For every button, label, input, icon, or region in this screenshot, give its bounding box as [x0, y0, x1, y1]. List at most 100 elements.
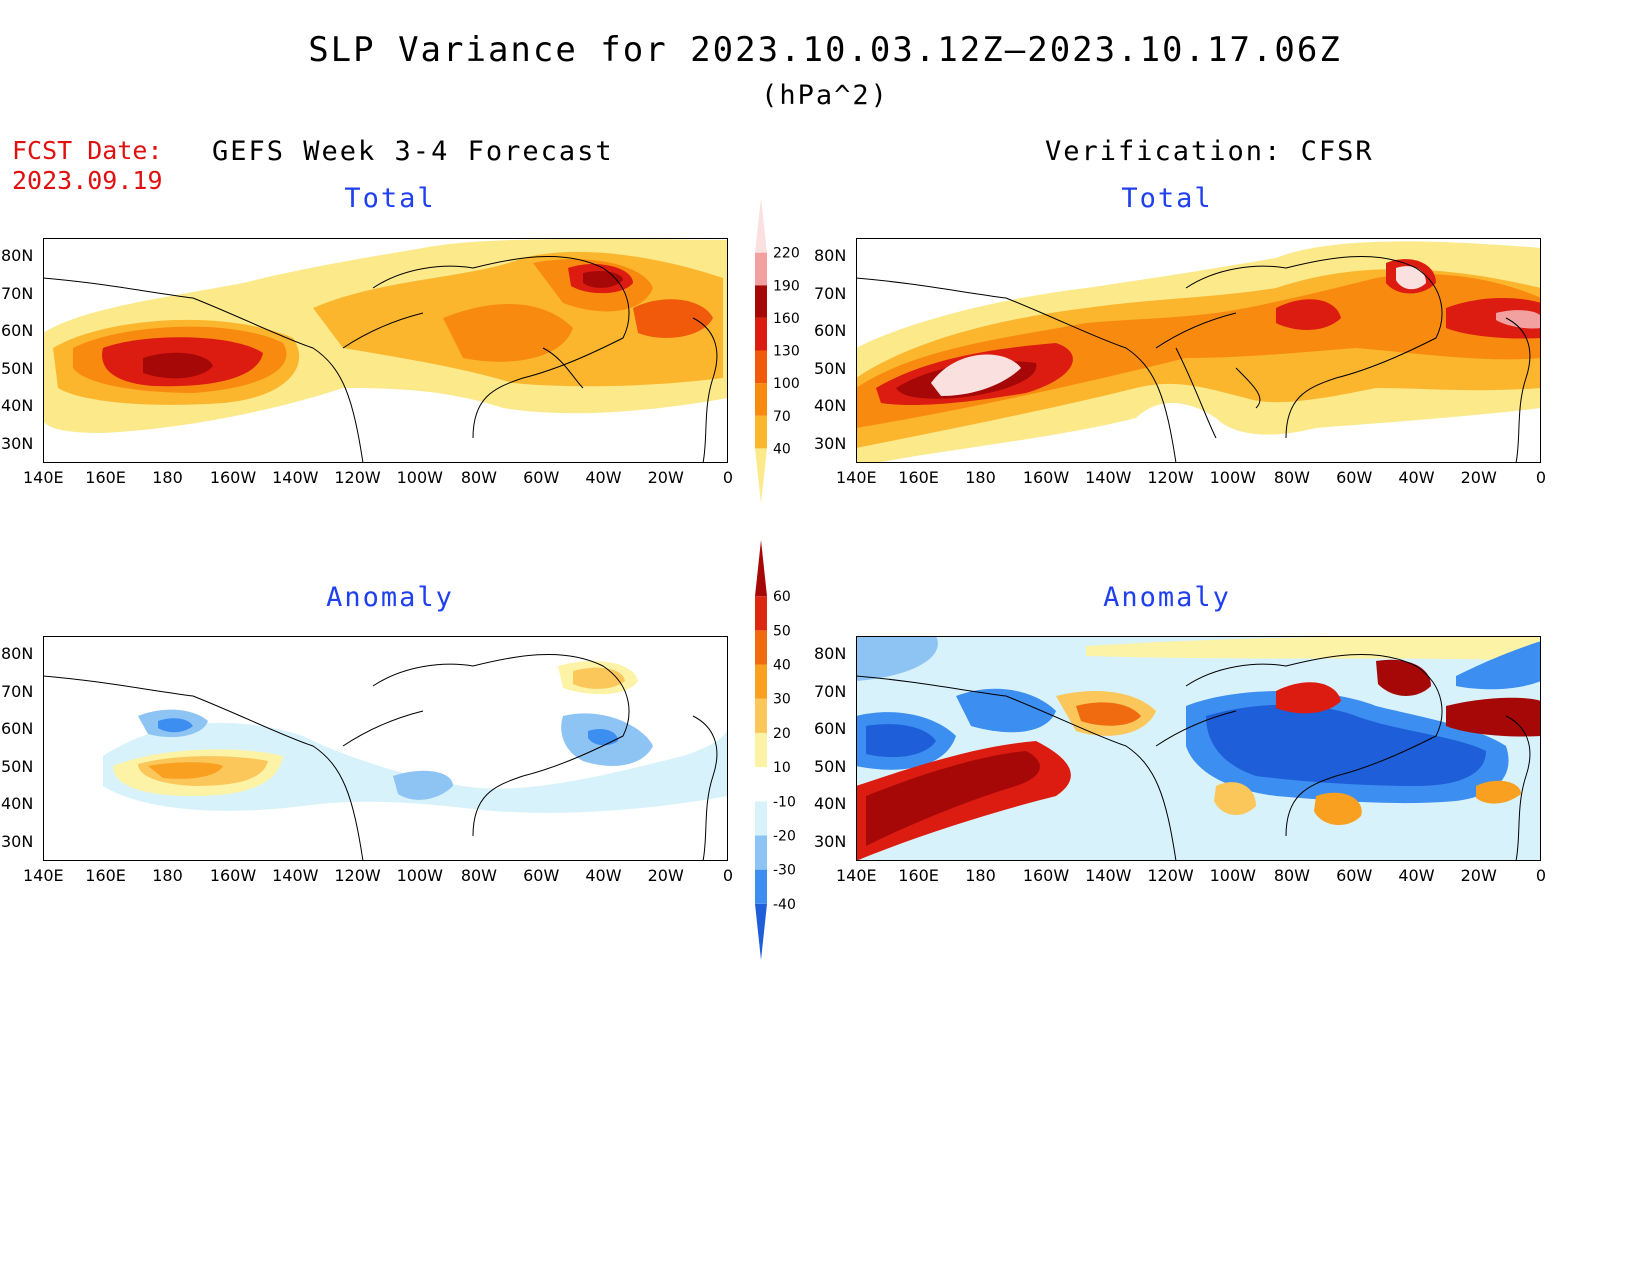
colorbar-total-level-1: 70 [773, 409, 791, 425]
colorbar-anomaly-swatch-3 [755, 801, 767, 836]
lon-label-fcst-anomaly-7: 80W [460, 866, 497, 885]
lon-label-obs-anomaly-7: 80W [1273, 866, 1310, 885]
lat-label-fcst-anomaly-5: 30N [1, 832, 34, 851]
colorbar-total: 40 70 100 130 160 190 220 [755, 198, 805, 503]
colorbar-total-swatch-0 [755, 448, 767, 503]
colorbar-total-level-0: 40 [773, 441, 791, 457]
colorbar-anomaly-swatch-5 [755, 732, 767, 768]
colorbar-anomaly-swatch-8 [755, 630, 767, 665]
lon-label-fcst-total-4: 140W [272, 468, 319, 487]
lon-label-obs-anomaly-5: 120W [1147, 866, 1194, 885]
colorbar-anomaly-level-1: -30 [773, 863, 796, 879]
map-fcst-anomaly-svg [43, 636, 728, 861]
lon-label-obs-total-3: 160W [1022, 468, 1070, 487]
map-obs-anomaly [856, 636, 1586, 876]
lon-label-fcst-total-2: 180 [152, 468, 183, 487]
colorbar-anomaly-level-0: -40 [773, 897, 796, 913]
colorbar-anomaly-swatch-2 [755, 835, 767, 870]
lat-label-fcst-anomaly-3: 50N [1, 757, 34, 776]
colorbar-total-swatch-2 [755, 383, 767, 416]
lat-label-fcst-total-0: 80N [1, 246, 34, 265]
lon-label-obs-anomaly-10: 20W [1460, 866, 1497, 885]
colorbar-anomaly-level-3: -10 [773, 794, 796, 810]
lon-label-fcst-anomaly-8: 60W [523, 866, 560, 885]
lon-label-obs-total-6: 100W [1209, 468, 1256, 487]
lon-label-fcst-anomaly-9: 40W [585, 866, 622, 885]
lon-label-obs-total-8: 60W [1336, 468, 1373, 487]
lon-label-fcst-total-11: 0 [722, 468, 734, 487]
map-fcst-total-svg [43, 238, 728, 463]
colorbar-anomaly-swatch-0 [755, 903, 767, 960]
lat-label-obs-total-2: 60N [814, 321, 847, 340]
lat-label-obs-total-3: 50N [814, 359, 847, 378]
lat-label-fcst-anomaly-0: 80N [1, 644, 34, 663]
lat-label-fcst-total-3: 50N [1, 359, 34, 378]
lon-label-fcst-anomaly-6: 100W [396, 866, 443, 885]
lon-label-obs-anomaly-3: 160W [1022, 866, 1070, 885]
colorbar-total-swatch-7 [755, 198, 767, 253]
lon-label-obs-anomaly-1: 160E [898, 866, 939, 885]
lon-label-obs-anomaly-8: 60W [1336, 866, 1373, 885]
lon-label-fcst-anomaly-10: 20W [647, 866, 684, 885]
lon-label-obs-total-9: 40W [1398, 468, 1435, 487]
lon-label-obs-total-2: 180 [965, 468, 996, 487]
colorbar-total-level-5: 190 [773, 278, 800, 294]
fcst-date-label: FCST Date: [12, 136, 163, 165]
lat-label-fcst-anomaly-2: 60N [1, 719, 34, 738]
lon-label-obs-total-7: 80W [1273, 468, 1310, 487]
panel-title-obs-total: Total [1121, 183, 1213, 214]
lon-label-fcst-anomaly-4: 140W [272, 866, 319, 885]
lon-label-fcst-total-7: 80W [460, 468, 497, 487]
colorbar-anomaly-level-8: 50 [773, 623, 791, 639]
lat-label-obs-total-4: 40N [814, 396, 847, 415]
lat-label-fcst-total-1: 70N [1, 284, 34, 303]
lat-label-obs-anomaly-3: 50N [814, 757, 847, 776]
map-obs-total-svg [856, 238, 1541, 463]
map-fcst-total [43, 238, 773, 478]
left-column-title: GEFS Week 3-4 Forecast [212, 136, 614, 167]
lat-label-obs-anomaly-2: 60N [814, 719, 847, 738]
colorbar-anomaly-svg: -40 -30 -20 -10 10 20 30 40 50 60 [755, 540, 796, 960]
lon-label-fcst-anomaly-2: 180 [152, 866, 183, 885]
colorbar-total-level-4: 160 [773, 311, 800, 327]
colorbar-anomaly-swatch-6 [755, 698, 767, 733]
colorbar-anomaly-level-5: 20 [773, 726, 791, 742]
colorbar-anomaly-level-4: 10 [773, 760, 791, 776]
colorbar-anomaly-level-2: -20 [773, 828, 796, 844]
colorbar-total-level-3: 130 [773, 344, 800, 360]
panel-title-obs-anomaly: Anomaly [1103, 582, 1231, 613]
lon-label-obs-anomaly-4: 140W [1085, 866, 1132, 885]
map-fcst-anomaly [43, 636, 773, 876]
colorbar-total-swatch-3 [755, 350, 767, 384]
lon-label-obs-anomaly-11: 0 [1535, 866, 1547, 885]
lon-label-obs-total-0: 140E [836, 468, 877, 487]
lon-label-fcst-total-10: 20W [647, 468, 684, 487]
lon-label-obs-total-1: 160E [898, 468, 939, 487]
lat-label-obs-total-0: 80N [814, 246, 847, 265]
lon-label-fcst-total-8: 60W [523, 468, 560, 487]
colorbar-total-swatch-5 [755, 285, 767, 318]
colorbar-anomaly-swatch-9 [755, 596, 767, 631]
colorbar-anomaly-swatch-1 [755, 869, 767, 904]
lon-label-fcst-total-5: 120W [334, 468, 381, 487]
lon-label-obs-total-5: 120W [1147, 468, 1194, 487]
lon-label-fcst-total-0: 140E [23, 468, 64, 487]
fcst-date-value: 2023.09.19 [12, 166, 163, 195]
panel-title-fcst-anomaly: Anomaly [326, 582, 454, 613]
colorbar-anomaly: -40 -30 -20 -10 10 20 30 40 50 60 [755, 540, 815, 960]
right-column-title: Verification: CFSR [1045, 136, 1374, 167]
colorbar-anomaly-level-9: 60 [773, 589, 791, 605]
colorbar-anomaly-level-7: 40 [773, 658, 791, 674]
colorbar-anomaly-swatch-7 [755, 664, 767, 699]
lon-label-fcst-anomaly-0: 140E [23, 866, 64, 885]
lat-label-obs-total-1: 70N [814, 284, 847, 303]
colorbar-total-swatch-6 [755, 252, 767, 286]
lon-label-obs-total-11: 0 [1535, 468, 1547, 487]
lon-label-fcst-anomaly-11: 0 [722, 866, 734, 885]
lat-label-obs-anomaly-0: 80N [814, 644, 847, 663]
colorbar-total-level-2: 100 [773, 376, 800, 392]
lon-label-fcst-anomaly-3: 160W [209, 866, 257, 885]
lon-label-fcst-total-1: 160E [85, 468, 126, 487]
lon-label-fcst-total-3: 160W [209, 468, 257, 487]
lon-label-obs-total-10: 20W [1460, 468, 1497, 487]
